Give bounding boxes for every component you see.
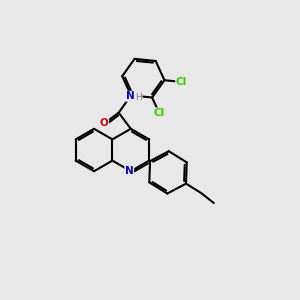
Text: O: O xyxy=(100,118,109,128)
Text: Cl: Cl xyxy=(154,108,165,118)
Text: Cl: Cl xyxy=(176,77,187,87)
Text: N: N xyxy=(126,91,135,101)
Text: N: N xyxy=(125,166,134,176)
Text: H: H xyxy=(135,93,142,102)
